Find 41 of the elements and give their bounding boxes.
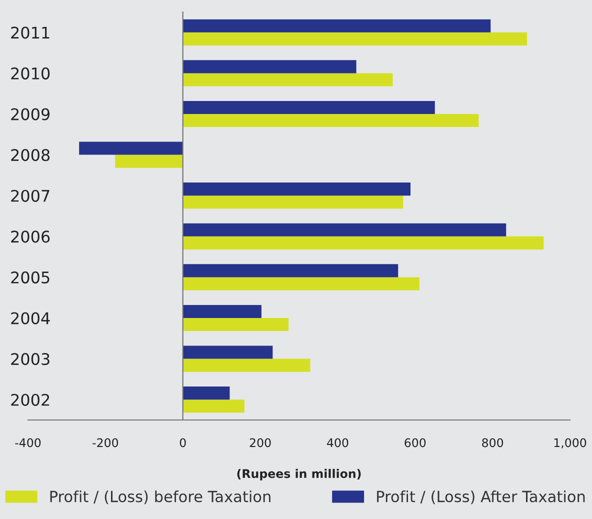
y-tick-label: 2005 <box>11 271 50 284</box>
bar <box>182 223 506 236</box>
legend-label: Profit / (Loss) before Taxation <box>50 490 270 504</box>
bar <box>182 19 491 32</box>
bar <box>182 304 262 318</box>
x-tick-label: 1,000 <box>554 438 586 448</box>
y-tick-label: 2010 <box>11 67 50 80</box>
bar <box>182 100 435 114</box>
bar <box>182 196 404 209</box>
y-tick-label: 2011 <box>11 26 50 39</box>
y-tick-label: 2006 <box>11 230 50 243</box>
bar <box>182 60 356 74</box>
y-tick-label: 2009 <box>11 108 50 120</box>
bar <box>182 32 528 46</box>
y-tick-label: 2004 <box>11 312 50 324</box>
bar <box>182 346 273 359</box>
bar <box>182 386 230 400</box>
bar <box>182 73 393 86</box>
bar <box>182 400 244 413</box>
x-tick-label: 800 <box>482 438 504 448</box>
x-tick-label: -400 <box>15 438 41 448</box>
bar <box>182 318 289 332</box>
bar <box>79 142 183 155</box>
x-tick-label: 200 <box>250 438 271 448</box>
y-tick-label: 2008 <box>11 149 50 162</box>
legend-label: Profit / (Loss) After Taxation <box>377 490 585 504</box>
x-axis-title: (Rupees in million) <box>237 468 361 480</box>
y-tick-label: 2002 <box>11 394 50 406</box>
bar <box>182 114 479 128</box>
bar <box>182 264 398 278</box>
x-tick-label: 0 <box>180 438 186 448</box>
bar <box>182 182 410 196</box>
x-tick-label: 400 <box>327 438 348 448</box>
y-tick-label: 2007 <box>11 190 50 202</box>
bar <box>182 358 310 372</box>
bar <box>182 236 544 250</box>
bar <box>182 277 420 290</box>
x-tick-label: -200 <box>92 438 118 448</box>
y-tick-label: 2003 <box>11 353 50 366</box>
bar <box>115 154 183 168</box>
x-tick-label: 600 <box>404 438 426 448</box>
